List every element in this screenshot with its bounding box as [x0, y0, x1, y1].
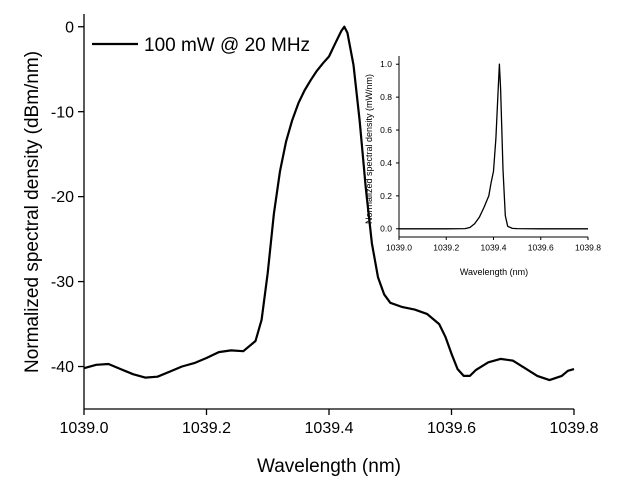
main-x-tick-label: 1039.4	[305, 420, 354, 437]
main-x-tick-label: 1039.6	[427, 420, 476, 437]
main-y-axis-label: Normalized spectral density (dBm/nm)	[22, 51, 43, 373]
inset-x-tick-label: 1039.0	[386, 243, 412, 253]
main-y-ticks: 0 -10 -20 -30 -40	[51, 19, 84, 376]
inset-x-tick-label: 1039.2	[433, 243, 459, 253]
legend-label: 100 mW @ 20 MHz	[144, 35, 310, 56]
inset-y-tick-label: 0.2	[380, 191, 392, 201]
inset-y-ticks: 0.0 0.2 0.4 0.6 0.8 1.0	[380, 59, 399, 234]
main-series-line	[83, 25, 575, 382]
inset-y-axis-label: Normalized spectral density (mW/nm)	[364, 74, 374, 224]
inset-y-tick-label: 0.8	[380, 92, 392, 102]
inset-y-tick-label: 1.0	[380, 59, 392, 69]
inset-x-axis-label: Wavelength (nm)	[460, 267, 528, 277]
inset-x-tick-label: 1039.8	[575, 243, 601, 253]
main-x-tick-label: 1039.2	[182, 420, 231, 437]
main-x-tick-label: 1039.0	[60, 420, 109, 437]
main-y-tick-label: -40	[51, 359, 74, 376]
main-y-tick-label: -30	[51, 274, 74, 291]
main-y-tick-label: -10	[51, 104, 74, 121]
main-x-axis-label: Wavelength (nm)	[257, 456, 401, 477]
main-y-tick-label: 0	[65, 19, 74, 36]
inset-series-line	[399, 63, 588, 230]
inset-y-tick-label: 0.6	[380, 125, 392, 135]
inset-x-tick-label: 1039.6	[528, 243, 554, 253]
inset-x-ticks: 1039.0 1039.2 1039.4 1039.6 1039.8	[386, 237, 601, 253]
main-x-tick-label: 1039.8	[550, 420, 599, 437]
inset-chart: 1039.0 1039.2 1039.4 1039.6 1039.8 0.0 0.2 0.4…	[364, 56, 601, 277]
legend: 100 mW @ 20 MHz	[92, 35, 310, 56]
inset-y-tick-label: 0.0	[380, 224, 392, 234]
main-y-tick-label: -20	[51, 189, 74, 206]
main-x-ticks: 1039.0 1039.2 1039.4 1039.6 1039.8	[60, 409, 599, 437]
inset-x-tick-label: 1039.4	[481, 243, 507, 253]
inset-y-tick-label: 0.4	[380, 158, 392, 168]
